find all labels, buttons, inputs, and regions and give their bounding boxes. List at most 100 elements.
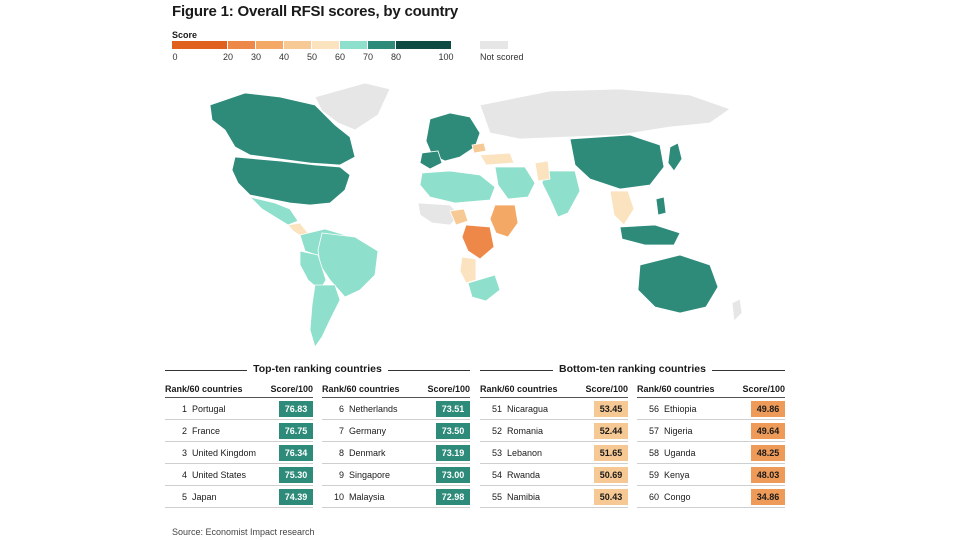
country-name: Portugal — [192, 404, 226, 414]
map-region-india — [541, 170, 581, 218]
map-region-east-africa — [489, 204, 519, 238]
score-value: 49.64 — [751, 423, 785, 439]
score-value: 50.43 — [594, 489, 628, 505]
legend-tick: 0 — [172, 52, 178, 62]
country-name: Rwanda — [507, 470, 541, 480]
country-name: Netherlands — [349, 404, 398, 414]
rank-value: 52 — [491, 426, 502, 436]
country-name: Denmark — [349, 448, 386, 458]
top-ten-table-right: Rank/60 countries Score/100 6 Netherlands 7… — [322, 384, 470, 508]
country-name: Japan — [192, 492, 217, 502]
map-region-mexico — [248, 196, 299, 226]
score-value: 75.30 — [279, 467, 313, 483]
map-region-canada — [209, 92, 356, 166]
country-name: France — [192, 426, 221, 436]
table-row: 2 France 76.75 — [165, 420, 313, 442]
score-value: 76.83 — [279, 401, 313, 417]
rank-value: 56 — [648, 404, 659, 414]
legend-swatch-40-50 — [284, 41, 311, 49]
legend-tick: 50 — [306, 52, 318, 62]
score-value: 48.03 — [751, 467, 785, 483]
rank-header: Rank/60 countries — [637, 384, 715, 394]
table-row: 58 Uganda 48.25 — [637, 442, 785, 464]
legend-swatch-not-scored — [480, 41, 508, 49]
map-region-usa — [231, 156, 351, 206]
rank-value: 4 — [181, 470, 187, 480]
table-row: 59 Kenya 48.03 — [637, 464, 785, 486]
rank-header: Rank/60 countries — [480, 384, 558, 394]
legend-swatch-80-100 — [396, 41, 451, 49]
score-header: Score/100 — [742, 384, 785, 394]
score-value: 73.00 — [436, 467, 470, 483]
country-name: Malaysia — [349, 492, 385, 502]
score-value: 74.39 — [279, 489, 313, 505]
rank-value: 7 — [338, 426, 344, 436]
map-region-se-asia — [609, 190, 635, 226]
bottom-ten-table-right: Rank/60 countries Score/100 56 Ethiopia 49.… — [637, 384, 785, 508]
world-map — [209, 82, 743, 348]
rank-value: 5 — [181, 492, 187, 502]
legend-tick: 100 — [438, 52, 454, 62]
table-row: 9 Singapore 73.00 — [322, 464, 470, 486]
country-name: Ethiopia — [664, 404, 697, 414]
map-region-new-zealand — [731, 298, 743, 322]
legend-swatch-20-30 — [228, 41, 255, 49]
country-name: Kenya — [664, 470, 690, 480]
country-name: Nicaragua — [507, 404, 549, 414]
table-row: 53 Lebanon 51.65 — [480, 442, 628, 464]
top-ten-table-left: Rank/60 countries Score/100 1 Portugal 76.8… — [165, 384, 313, 508]
bottom-ten-table-left: Rank/60 countries Score/100 51 Nicaragua 53… — [480, 384, 628, 508]
map-region-south-africa — [467, 274, 501, 302]
map-region-middle-east — [494, 166, 536, 200]
source-note: Source: Economist Impact research — [172, 527, 315, 537]
top-ten-heading: Top-ten ranking countries — [165, 362, 470, 378]
score-value: 76.34 — [279, 445, 313, 461]
table-row: 6 Netherlands 73.51 — [322, 398, 470, 420]
table-row: 57 Nigeria 49.64 — [637, 420, 785, 442]
table-row: 5 Japan 74.39 — [165, 486, 313, 508]
map-region-pakistan — [534, 160, 551, 182]
rank-value: 58 — [648, 448, 659, 458]
table-row: 51 Nicaragua 53.45 — [480, 398, 628, 420]
score-value: 73.50 — [436, 423, 470, 439]
bottom-ten-heading: Bottom-ten ranking countries — [480, 362, 785, 378]
score-value: 73.51 — [436, 401, 470, 417]
country-name: United Kingdom — [192, 448, 257, 458]
score-legend: Score 0 20 30 40 50 60 70 80 100 Not scored — [172, 30, 532, 66]
map-region-china — [569, 134, 665, 190]
map-region-russia — [479, 88, 731, 140]
rank-value: 2 — [181, 426, 187, 436]
table-row: 56 Ethiopia 49.86 — [637, 398, 785, 420]
score-value: 34.86 — [751, 489, 785, 505]
table-row: 54 Rwanda 50.69 — [480, 464, 628, 486]
rank-value: 9 — [338, 470, 344, 480]
country-name: Nigeria — [664, 426, 693, 436]
country-name: Singapore — [349, 470, 391, 480]
score-header: Score/100 — [427, 384, 470, 394]
country-name: Romania — [507, 426, 544, 436]
rank-value: 55 — [491, 492, 502, 502]
map-region-congo — [461, 224, 495, 260]
table-row: 8 Denmark 73.19 — [322, 442, 470, 464]
legend-swatch-0-20 — [172, 41, 227, 49]
map-region-romania — [471, 142, 487, 154]
table-row: 55 Namibia 50.43 — [480, 486, 628, 508]
rank-header: Rank/60 countries — [165, 384, 243, 394]
table-row: 10 Malaysia 72.98 — [322, 486, 470, 508]
map-region-philippines — [655, 196, 667, 216]
legend-tick: 70 — [362, 52, 374, 62]
map-region-europe — [425, 112, 481, 162]
rank-value: 60 — [648, 492, 659, 502]
score-value: 51.65 — [594, 445, 628, 461]
rank-value: 8 — [338, 448, 344, 458]
map-region-nigeria — [449, 208, 469, 226]
legend-tick: 60 — [334, 52, 346, 62]
map-region-iberia — [419, 150, 443, 170]
legend-tick: 80 — [390, 52, 402, 62]
legend-swatch-50-60 — [312, 41, 339, 49]
country-name: Namibia — [507, 492, 541, 502]
rank-value: 51 — [491, 404, 502, 414]
map-region-japan — [667, 142, 683, 172]
map-region-north-africa — [419, 170, 496, 204]
map-region-australia — [637, 254, 719, 314]
